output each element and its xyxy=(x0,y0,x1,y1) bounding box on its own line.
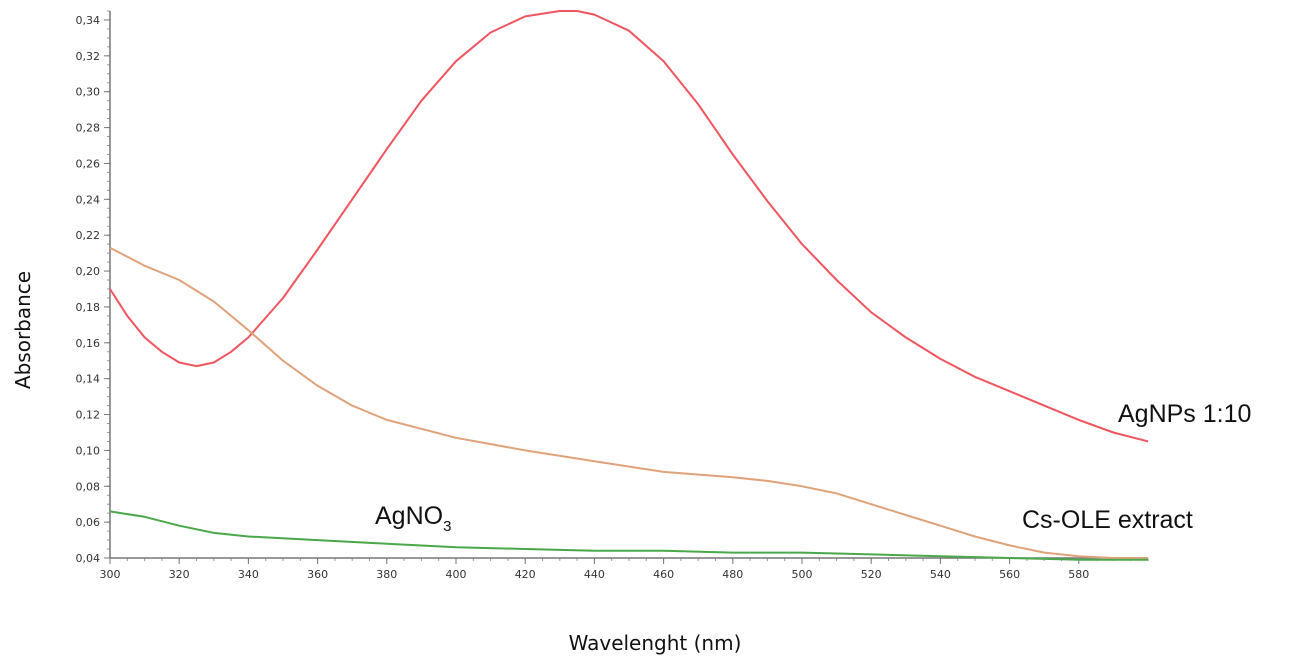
x-tick-label: 560 xyxy=(999,568,1020,581)
y-tick-label: 0,22 xyxy=(76,229,101,242)
y-tick-label: 0,32 xyxy=(76,50,101,63)
y-tick-label: 0,18 xyxy=(76,301,101,314)
y-tick-label: 0,20 xyxy=(76,265,101,278)
y-tick-label: 0,34 xyxy=(76,14,101,27)
x-tick-label: 540 xyxy=(930,568,951,581)
x-tick-label: 380 xyxy=(376,568,397,581)
x-tick-label: 460 xyxy=(653,568,674,581)
x-tick-label: 520 xyxy=(861,568,882,581)
y-tick-label: 0,06 xyxy=(76,516,101,529)
y-tick-label: 0,10 xyxy=(76,444,101,457)
x-tick-label: 580 xyxy=(1068,568,1089,581)
y-tick-label: 0,12 xyxy=(76,409,101,422)
y-tick-label: 0,30 xyxy=(76,86,101,99)
x-tick-label: 320 xyxy=(169,568,190,581)
x-tick-label: 480 xyxy=(722,568,743,581)
x-tick-label: 340 xyxy=(238,568,259,581)
x-tick-label: 420 xyxy=(515,568,536,581)
x-axis-title: Wavelenght (nm) xyxy=(569,631,742,655)
series-label: AgNO3 xyxy=(375,502,451,535)
y-tick-label: 0,24 xyxy=(76,193,101,206)
x-tick-label: 400 xyxy=(446,568,467,581)
series-labels: AgNPs 1:10 Cs-OLE extract AgNO3 xyxy=(375,400,1251,535)
y-tick-label: 0,16 xyxy=(76,337,101,350)
series-label: Cs-OLE extract xyxy=(1022,506,1193,534)
series-lines xyxy=(109,10,1149,561)
x-tick-label: 360 xyxy=(307,568,328,581)
x-axis-ticks: 300 320 340 360 380 400 420 440 460 480 500 520 540 5… xyxy=(100,558,1149,581)
series-line xyxy=(109,10,1149,443)
y-axis-ticks: 0,04 0,06 0,08 0,10 0,12 0,14 0,16 0,18 0,20 0,22… xyxy=(76,10,110,565)
series-line xyxy=(109,246,1148,559)
y-tick-label: 0,28 xyxy=(76,122,101,135)
x-tick-label: 440 xyxy=(584,568,605,581)
y-tick-label: 0,14 xyxy=(76,373,101,386)
x-tick-label: 500 xyxy=(792,568,813,581)
series-label: AgNPs 1:10 xyxy=(1118,400,1251,428)
y-tick-label: 0,26 xyxy=(76,157,101,170)
y-tick-label: 0,04 xyxy=(76,552,101,565)
y-tick-label: 0,08 xyxy=(76,480,101,493)
x-tick-label: 300 xyxy=(100,568,121,581)
series-line xyxy=(109,510,1148,561)
y-axis-title: Absorbance xyxy=(11,271,35,389)
